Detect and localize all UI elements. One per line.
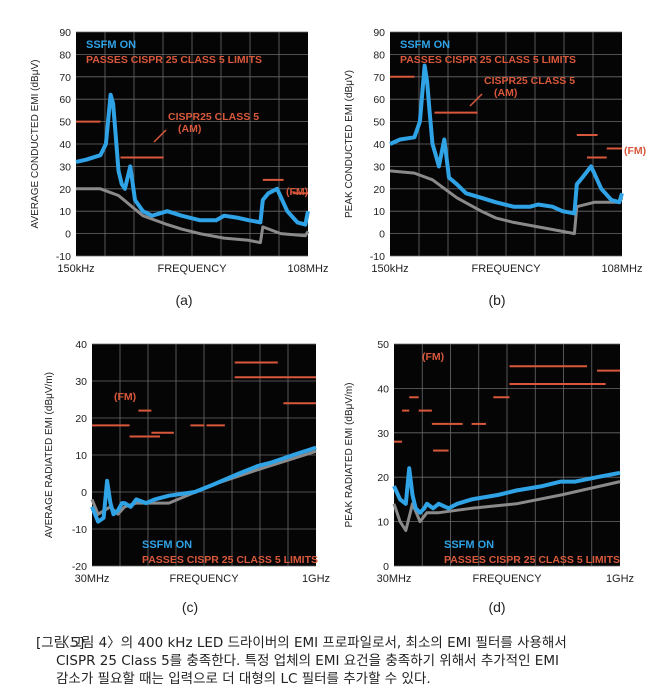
series-ssfm-on	[75, 92, 310, 227]
annotation-fm: (FM)	[114, 391, 136, 403]
annotation-cispr: CISPR25 CLASS 5	[484, 75, 575, 87]
legend-note: PASSES CISPR 25 CLASS 5 LIMITS	[86, 54, 262, 66]
x-axis-label: FREQUENCY	[157, 263, 227, 275]
y-tick-label: 50	[373, 117, 385, 129]
y-axis-label: PEAK RADIATED EMI (dBμV/m)	[344, 382, 355, 527]
panel-label: (b)	[488, 292, 505, 308]
series-baseline	[389, 169, 624, 236]
annotation-fm: (FM)	[286, 186, 308, 198]
y-tick-label: 20	[373, 184, 385, 196]
y-axis-label: AVERAGE CONDUCTED EMI (dBμV)	[30, 60, 41, 229]
y-tick-label: 0	[379, 229, 385, 241]
legend-ssfm-on: SSFM ON	[400, 39, 450, 51]
panel-label: (d)	[488, 599, 505, 615]
y-tick-label: 60	[59, 94, 71, 106]
y-axis-label: PEAK CONDUCTED EMI (dBμV)	[344, 70, 355, 218]
y-tick-label: 20	[75, 413, 87, 425]
y-tick-label: -10	[72, 524, 87, 536]
x-end-label: 108MHz	[288, 263, 329, 275]
chart-panel-4: 0 10 20 30 40 50 SSFM ON PASSES CISPR 25 CLASS …	[344, 339, 634, 615]
panel-label: (c)	[182, 599, 198, 615]
x-start-label: 150kHz	[57, 263, 94, 275]
chart-panel-1: -10 0 10 20 30 40 50 60 70 80 90 SSFM ON PASSES CISP…	[30, 27, 328, 308]
y-tick-label: 30	[75, 376, 87, 388]
y-tick-label: 10	[59, 206, 71, 218]
annotation-cispr: CISPR25 CLASS 5	[168, 111, 259, 123]
y-tick-label: 40	[59, 139, 71, 151]
y-axis-label: AVERAGE RADIATED EMI (dBμV/m)	[44, 372, 55, 538]
caption-lead: [그림 5]	[36, 635, 85, 651]
annotation-am: (AM)	[494, 87, 517, 99]
chart-panel-3: -20 -10 0 10 20 30 40 SSFM ON PASSES CISPR 25 CL…	[44, 339, 330, 615]
series-baseline	[76, 187, 310, 245]
y-tick-label: 80	[59, 49, 71, 61]
caption-line-2: CISPR 25 Class 5를 충족한다. 특정 업체의 EMI 요건을 충…	[56, 653, 559, 669]
series-ssfm-on	[392, 466, 621, 515]
legend-note: PASSES CISPR 25 CLASS 5 LIMITS	[142, 554, 318, 566]
y-tick-label: 40	[75, 339, 87, 351]
y-tick-label: 70	[373, 72, 385, 84]
y-tick-label: 90	[59, 27, 71, 39]
series-baseline	[392, 480, 621, 532]
figure-caption: [그림 5] 〈그림 4〉의 400 kHz LED 드라이버의 EMI 프로파…	[36, 634, 646, 688]
annotation-fm: (FM)	[624, 145, 646, 157]
panel-label: (a)	[175, 292, 192, 308]
y-tick-label: 0	[383, 561, 389, 573]
x-start-label: 150kHz	[371, 263, 408, 275]
caption-line-1: 〈그림 4〉의 400 kHz LED 드라이버의 EMI 프로파일로서, 최소…	[56, 635, 567, 651]
series-ssfm-on	[389, 63, 624, 216]
y-tick-label: 0	[81, 487, 87, 499]
series-ssfm-on	[90, 445, 317, 524]
y-tick-label: 90	[373, 27, 385, 39]
x-axis-label: FREQUENCY	[472, 573, 542, 585]
x-axis-label: FREQUENCY	[169, 573, 239, 585]
chart-panel-2: -10 0 10 20 30 40 50 60 70 80 90 SSFM ON PASSES CISP…	[344, 27, 646, 308]
legend-ssfm-on: SSFM ON	[142, 539, 192, 551]
x-end-label: 1GHz	[302, 573, 330, 585]
y-tick-label: 20	[59, 184, 71, 196]
y-tick-label: 20	[377, 472, 389, 484]
y-tick-label: -10	[56, 251, 71, 263]
y-tick-label: 40	[377, 383, 389, 395]
x-start-label: 30MHz	[75, 573, 110, 585]
y-tick-label: 50	[377, 339, 389, 351]
x-end-label: 108MHz	[602, 263, 643, 275]
annotation-arrow	[469, 93, 483, 107]
y-tick-label: 50	[59, 117, 71, 129]
y-tick-label: 80	[373, 49, 385, 61]
legend-note: PASSES CISPR 25 CLASS 5 LIMITS	[444, 554, 620, 566]
x-start-label: 30MHz	[377, 573, 412, 585]
y-tick-label: 10	[373, 206, 385, 218]
y-tick-label: 30	[373, 161, 385, 173]
annotation-arrow	[153, 129, 167, 143]
y-tick-label: 30	[59, 161, 71, 173]
y-tick-label: 30	[377, 428, 389, 440]
y-tick-label: 0	[65, 229, 71, 241]
legend-ssfm-on: SSFM ON	[444, 539, 494, 551]
y-tick-label: 10	[377, 517, 389, 529]
legend-ssfm-on: SSFM ON	[86, 39, 136, 51]
y-tick-label: 40	[373, 139, 385, 151]
x-axis-label: FREQUENCY	[471, 263, 541, 275]
y-tick-label: -20	[72, 561, 87, 573]
y-tick-label: 70	[59, 72, 71, 84]
y-tick-label: 60	[373, 94, 385, 106]
y-tick-label: 10	[75, 450, 87, 462]
emi-figure: -10 0 10 20 30 40 50 60 70 80 90 SSFM ON PASSES CISP…	[30, 27, 646, 615]
x-end-label: 1GHz	[606, 573, 634, 585]
legend-note: PASSES CISPR 25 CLASS 5 LIMITS	[400, 54, 576, 66]
annotation-am: (AM)	[178, 123, 201, 135]
y-tick-label: -10	[370, 251, 385, 263]
caption-line-3: 감소가 필요할 때는 입력으로 더 대형의 LC 필터를 추가할 수 있다.	[56, 671, 431, 687]
annotation-fm: (FM)	[422, 351, 444, 363]
